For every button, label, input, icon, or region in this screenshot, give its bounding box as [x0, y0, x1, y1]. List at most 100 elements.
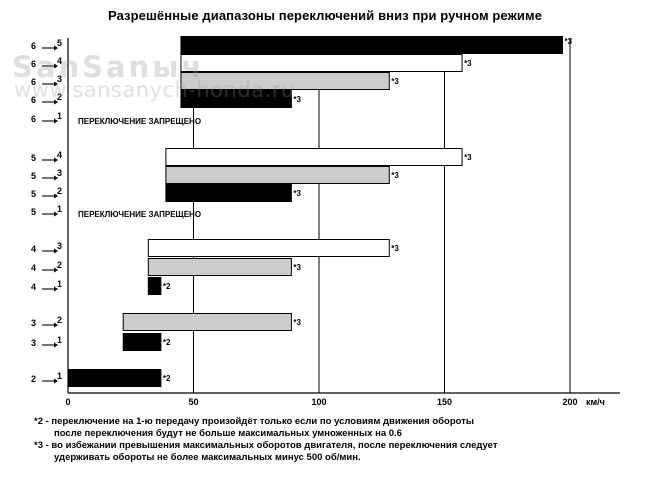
bar-note: *3	[293, 189, 301, 198]
bar-5-2	[165, 184, 292, 202]
row-label-from: 5	[31, 171, 36, 181]
chart-title: Разрешённые диапазоны переключений вниз …	[107, 8, 543, 23]
bar-note: *3	[564, 37, 572, 46]
bar-6-2	[180, 90, 292, 108]
row-label-to: 1	[57, 279, 62, 289]
row-label-from: 5	[31, 153, 36, 163]
bar-note: *2	[163, 282, 171, 291]
footnote-2-line2: после переключения будут не больше макси…	[54, 428, 402, 439]
row-label-to: 2	[57, 260, 62, 270]
bar-note: *3	[293, 318, 301, 327]
row-label-to: 2	[57, 315, 62, 325]
row-labels: 6 56 46 36 26 15 45 35 25 14 34 24 13 23 12 1	[31, 38, 62, 384]
arrow-head-icon	[54, 211, 58, 217]
row-label-to: 4	[57, 150, 62, 160]
x-tick-label: 100	[311, 397, 326, 407]
x-tick-label: 150	[437, 397, 452, 407]
row-label-from: 4	[31, 263, 36, 273]
arrow-head-icon	[54, 99, 58, 105]
row-label-to: 1	[57, 335, 62, 345]
row-label-from: 3	[31, 338, 36, 348]
bar-2-1	[67, 369, 162, 387]
row-label-from: 2	[31, 374, 36, 384]
bar-5-4	[165, 148, 463, 166]
bars: *3 *3 *3 *3 ПЕРЕКЛЮЧЕНИЕ ЗАПРЕЩЕНО *3 *3 *3 ПЕРЕ…	[67, 36, 573, 387]
x-axis: 0 50 100 150 200 км/ч	[65, 38, 620, 407]
bar-6-4	[180, 54, 463, 72]
row-label-to: 1	[57, 371, 62, 381]
row-label-from: 6	[31, 77, 36, 87]
row-label-to: 4	[57, 56, 62, 66]
arrow-head-icon	[54, 286, 58, 292]
bar-note: *2	[163, 338, 171, 347]
row-label-to: 3	[57, 168, 62, 178]
bar-6-5	[180, 36, 563, 54]
row-label-from: 5	[31, 207, 36, 217]
row-label-from: 3	[31, 318, 36, 328]
row-label-to: 1	[57, 111, 62, 121]
row-label-to: 3	[57, 74, 62, 84]
row-label-from: 5	[31, 189, 36, 199]
bar-note: *3	[293, 263, 301, 272]
arrow-head-icon	[54, 118, 58, 124]
row-label-from: 4	[31, 282, 36, 292]
arrow-head-icon	[54, 322, 58, 328]
x-tick-label: 200	[562, 397, 577, 407]
row-label-to: 2	[57, 92, 62, 102]
bar-4-2	[147, 258, 292, 276]
prohibited-label: ПЕРЕКЛЮЧЕНИЕ ЗАПРЕЩЕНО	[78, 210, 201, 219]
row-label-from: 6	[31, 95, 36, 105]
x-tick-label: 0	[65, 397, 70, 407]
arrow-head-icon	[54, 267, 58, 273]
bar-note: *3	[391, 244, 399, 253]
footnote-3-line2: удерживать обороты не более максимальных…	[54, 452, 361, 463]
bar-4-1	[147, 277, 162, 295]
row-label-from: 6	[31, 114, 36, 124]
bar-6-3	[180, 72, 390, 90]
bar-3-1	[122, 333, 162, 351]
arrow-head-icon	[54, 248, 58, 254]
row-label-from: 4	[31, 244, 36, 254]
bar-note: *2	[163, 374, 171, 383]
prohibited-label: ПЕРЕКЛЮЧЕНИЕ ЗАПРЕЩЕНО	[78, 117, 201, 126]
bar-3-2	[122, 313, 292, 331]
arrow-head-icon	[54, 175, 58, 181]
arrow-head-icon	[54, 81, 58, 87]
bar-note: *3	[391, 171, 399, 180]
row-label-to: 5	[57, 38, 62, 48]
bar-note: *3	[464, 59, 472, 68]
footnotes: *2 - переключение на 1-ю передачу произо…	[34, 416, 634, 464]
row-label-to: 1	[57, 204, 62, 214]
row-label-to: 3	[57, 241, 62, 251]
row-label-from: 6	[31, 41, 36, 51]
bar-5-3	[165, 166, 390, 184]
arrow-head-icon	[54, 342, 58, 348]
arrow-head-icon	[54, 157, 58, 163]
row-label-to: 2	[57, 186, 62, 196]
arrow-head-icon	[54, 63, 58, 69]
bar-note: *3	[293, 95, 301, 104]
row-label-from: 6	[31, 59, 36, 69]
bar-4-3	[147, 239, 390, 257]
bar-note: *3	[464, 153, 472, 162]
arrow-head-icon	[54, 193, 58, 199]
x-tick-label: 50	[188, 397, 198, 407]
footnote-2-line1: *2 - переключение на 1-ю передачу произо…	[34, 416, 474, 427]
arrow-head-icon	[54, 45, 58, 51]
x-axis-label: км/ч	[586, 397, 605, 407]
